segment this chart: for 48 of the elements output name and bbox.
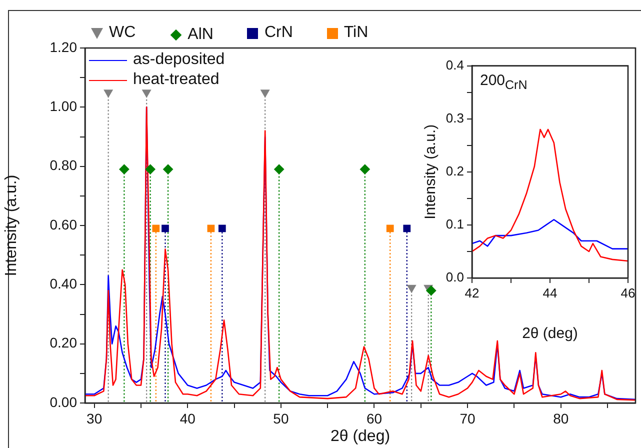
- y-tick-label: 0.1: [446, 216, 464, 232]
- point: [152, 224, 160, 232]
- x-tick-label: 70: [460, 410, 476, 426]
- point: [274, 164, 284, 174]
- y-tick-label: 1.20: [50, 38, 78, 55]
- point: [162, 224, 169, 232]
- legend-label: AlN: [188, 26, 214, 44]
- x-tick-label: 42: [464, 285, 480, 300]
- y-tick-label: 0.60: [50, 216, 78, 232]
- x-tick-label: 40: [180, 410, 196, 426]
- point: [119, 164, 130, 174]
- y-tick-label: 0.4: [446, 57, 464, 72]
- y-tick-label: 0.2: [446, 163, 464, 178]
- y-tick-label: 0.20: [50, 334, 78, 351]
- legend-label: CrN: [264, 24, 293, 42]
- point: [386, 224, 394, 232]
- x-tick-label: 80: [553, 410, 569, 426]
- y-axis-title: Intensity (a.u.): [422, 124, 440, 220]
- y-axis-title: Intensity (a.u.): [3, 174, 20, 276]
- point: [163, 164, 174, 174]
- y-tick-label: 0.40: [50, 276, 78, 292]
- annotation: 200$_{CrN}$: [480, 72, 528, 92]
- x-tick-label: 60: [366, 410, 382, 426]
- point: [403, 224, 411, 232]
- x-tick-label: 44: [542, 285, 558, 300]
- point: [407, 284, 416, 293]
- y-tick-label: 0.3: [446, 110, 464, 126]
- point: [360, 164, 370, 174]
- point: [142, 90, 151, 98]
- x-tick-label: 50: [273, 410, 289, 426]
- x-axis-title: 2θ (deg): [522, 325, 578, 342]
- legend-label: WC: [109, 24, 136, 42]
- point: [145, 164, 156, 174]
- y-tick-label: 0.80: [50, 157, 78, 174]
- x-axis-title: 2θ (deg): [330, 428, 390, 445]
- point: [207, 224, 215, 232]
- x-tick-label: 30: [86, 410, 102, 426]
- legend-label: heat-treated: [133, 71, 220, 89]
- y-tick-label: 1.00: [50, 98, 78, 114]
- point: [218, 224, 226, 232]
- legend-label: as-deposited: [133, 51, 225, 69]
- point: [260, 90, 270, 98]
- point: [426, 286, 436, 296]
- legend-label: TiN: [344, 24, 368, 42]
- y-tick-label: 0.0: [446, 270, 464, 285]
- x-tick-label: 46: [620, 285, 636, 300]
- point: [104, 90, 113, 98]
- y-tick-label: 0.00: [50, 394, 78, 410]
